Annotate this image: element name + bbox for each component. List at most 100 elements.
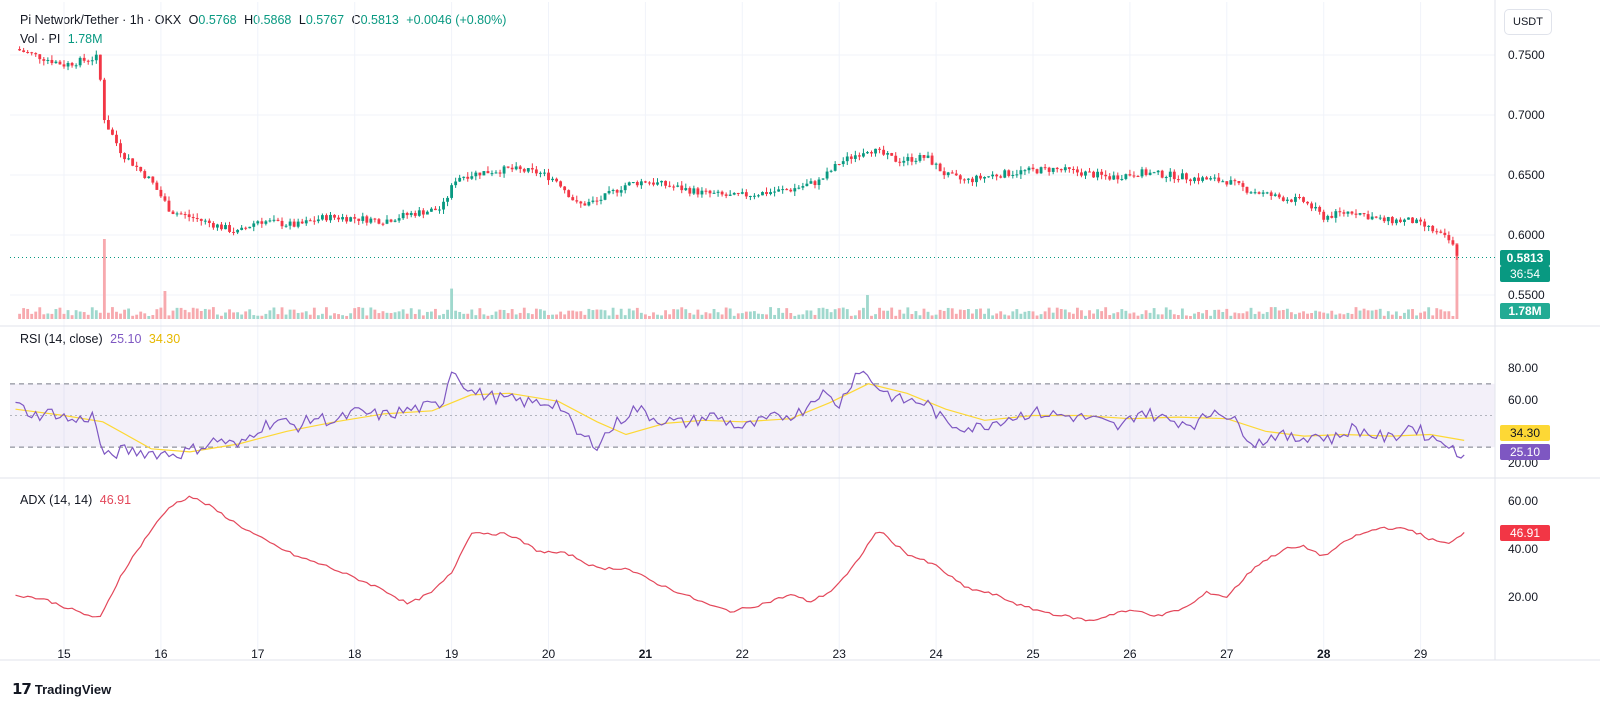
candle-body (539, 172, 542, 174)
volume-bar (1350, 313, 1354, 319)
candle-body (962, 179, 966, 181)
volume-bar (276, 314, 280, 319)
volume-bar (639, 312, 643, 319)
candle-body (272, 219, 276, 221)
volume-bar (1265, 312, 1269, 319)
volume-bar (607, 315, 611, 319)
volume-bar (207, 309, 211, 319)
volume-bar (18, 313, 22, 319)
volume-bar (373, 309, 377, 319)
candle-body (1415, 219, 1418, 224)
volume-bar (454, 310, 458, 319)
volume-bar (1035, 315, 1039, 319)
candle-body (211, 222, 215, 228)
volume-bar (1128, 313, 1132, 319)
candle-body (304, 220, 308, 224)
candle-body (434, 208, 437, 211)
volume-bar (1003, 314, 1007, 319)
volume-bar (1209, 315, 1213, 319)
volume-bar (712, 308, 716, 319)
volume-bar (1346, 312, 1350, 319)
candle-body (357, 218, 361, 221)
time-tick-label: 21 (639, 647, 653, 661)
candle-body (482, 171, 486, 176)
candle-body (902, 160, 906, 163)
volume-bar (954, 313, 958, 319)
candle-body (761, 192, 764, 196)
candle-body (1310, 203, 1314, 209)
volume-bar (688, 312, 692, 319)
volume-bar (220, 315, 223, 319)
volume-bar (86, 314, 90, 319)
volume-bar (155, 309, 159, 319)
volume-bar (284, 314, 288, 319)
volume-bar (393, 312, 397, 319)
volume-bar (704, 312, 708, 319)
candle-body (337, 217, 340, 220)
volume-bar (765, 314, 768, 319)
candle-body (793, 188, 797, 192)
candle-body (151, 176, 155, 183)
open-label: O (188, 13, 199, 27)
volume-bar (934, 314, 938, 319)
candle-body (603, 193, 607, 200)
volume-bar (757, 313, 760, 319)
volume-bar (962, 310, 966, 319)
tradingview-logo[interactable]: 𝟭𝟳 TradingView (12, 680, 111, 698)
volume-bar (203, 308, 207, 319)
volume-bar (950, 308, 954, 319)
volume-bar (264, 313, 268, 319)
candle-body (1330, 215, 1334, 218)
candle-body (494, 172, 498, 174)
candle-body (1104, 174, 1108, 177)
candle-body (1168, 171, 1172, 178)
candle-body (1265, 192, 1269, 194)
candle-body (159, 189, 163, 197)
candle-body (102, 79, 106, 121)
candle-body (1201, 177, 1204, 181)
high-label: H (244, 13, 254, 27)
candle-body (58, 61, 62, 65)
candle-body (684, 188, 688, 191)
candle-body (1249, 192, 1253, 194)
candle-body (220, 224, 223, 230)
candle-body (571, 197, 575, 201)
candle-body (898, 161, 902, 163)
candle-body (1189, 179, 1192, 182)
volume-bar (1298, 312, 1301, 319)
volume-bar (841, 307, 845, 319)
volume-bar (1201, 313, 1204, 319)
currency-button[interactable]: USDT (1504, 9, 1552, 35)
volume-bar (409, 308, 413, 319)
volume-bar (1277, 310, 1281, 319)
candle-body (857, 155, 861, 157)
volume-bar (870, 315, 873, 319)
volume-bar (191, 307, 195, 319)
volume-bar (700, 314, 704, 319)
candle-body (341, 217, 345, 220)
candle-body (1015, 174, 1019, 176)
candle-body (470, 176, 474, 179)
volume-bar (1443, 311, 1447, 319)
high-value: 0.5868 (253, 13, 292, 27)
time-tick-label: 25 (1026, 647, 1040, 661)
adx-tag: 46.91 (1500, 525, 1550, 541)
volume-bar (708, 313, 712, 319)
candle-body (991, 174, 995, 177)
candle-body (1423, 221, 1427, 227)
candle-body (591, 200, 595, 202)
volume-bar (232, 312, 235, 319)
volume-bar (1241, 313, 1245, 319)
candle-body (1245, 186, 1249, 193)
candle-body (421, 210, 425, 215)
volume-bar (1382, 315, 1386, 319)
volume-bar (534, 308, 538, 319)
volume-bar (999, 311, 1003, 319)
volume-bar (1314, 310, 1318, 319)
volume-bar (119, 313, 122, 319)
candle-body (975, 175, 978, 183)
candle-body (514, 166, 518, 170)
rsi-plot (10, 370, 1495, 461)
candle-body (381, 223, 385, 225)
volume-bar (325, 307, 328, 319)
